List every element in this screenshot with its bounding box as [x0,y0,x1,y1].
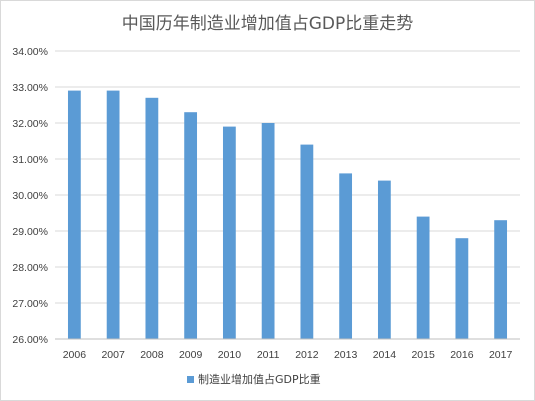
bar-2014 [377,180,391,339]
x-tick-label: 2009 [179,349,203,361]
legend: 制造业增加值占GDP比重 [187,372,321,386]
y-tick-label: 29.00% [12,226,48,238]
x-tick-label: 2011 [257,349,280,361]
y-tick-label: 32.00% [12,118,48,130]
chart-title: 中国历年制造业增加值占GDP比重走势 [122,14,414,34]
x-tick-label: 2012 [295,349,319,361]
bars [67,90,508,339]
y-axis-ticks: 26.00% 27.00% 28.00% 29.00% 30.00% 31.00% 32.0… [12,46,48,346]
y-tick-label: 27.00% [12,298,48,310]
bar-2010 [222,126,236,339]
legend-swatch [187,376,194,383]
bar-2009 [184,112,198,339]
x-tick-label: 2015 [411,349,435,361]
bar-2008 [145,97,159,339]
bar-2017 [494,220,508,339]
bar-2006 [67,90,81,339]
y-tick-label: 28.00% [12,262,48,274]
x-tick-label: 2016 [450,349,474,361]
bar-2016 [455,238,469,339]
x-tick-label: 2013 [334,349,358,361]
x-tick-label: 2010 [218,349,242,361]
x-tick-label: 2017 [489,349,513,361]
legend-label: 制造业增加值占GDP比重 [198,372,321,386]
y-tick-label: 31.00% [12,154,48,166]
y-tick-label: 26.00% [12,334,48,346]
x-tick-label: 2014 [373,349,397,361]
x-tick-label: 2008 [140,349,164,361]
y-tick-label: 33.00% [12,82,48,94]
bar-2011 [261,123,275,339]
y-tick-label: 30.00% [12,190,48,202]
y-tick-label: 34.00% [12,46,48,58]
x-tick-label: 2007 [101,349,125,361]
x-axis-ticks: 2006 2007 2008 2009 2010 2011 2012 2013 2014 2015… [63,349,513,361]
bar-2015 [416,216,430,339]
gridlines [55,50,520,304]
bar-2007 [106,90,120,339]
x-tick-label: 2006 [63,349,87,361]
bar-2013 [339,173,353,339]
bar-2012 [300,144,314,339]
